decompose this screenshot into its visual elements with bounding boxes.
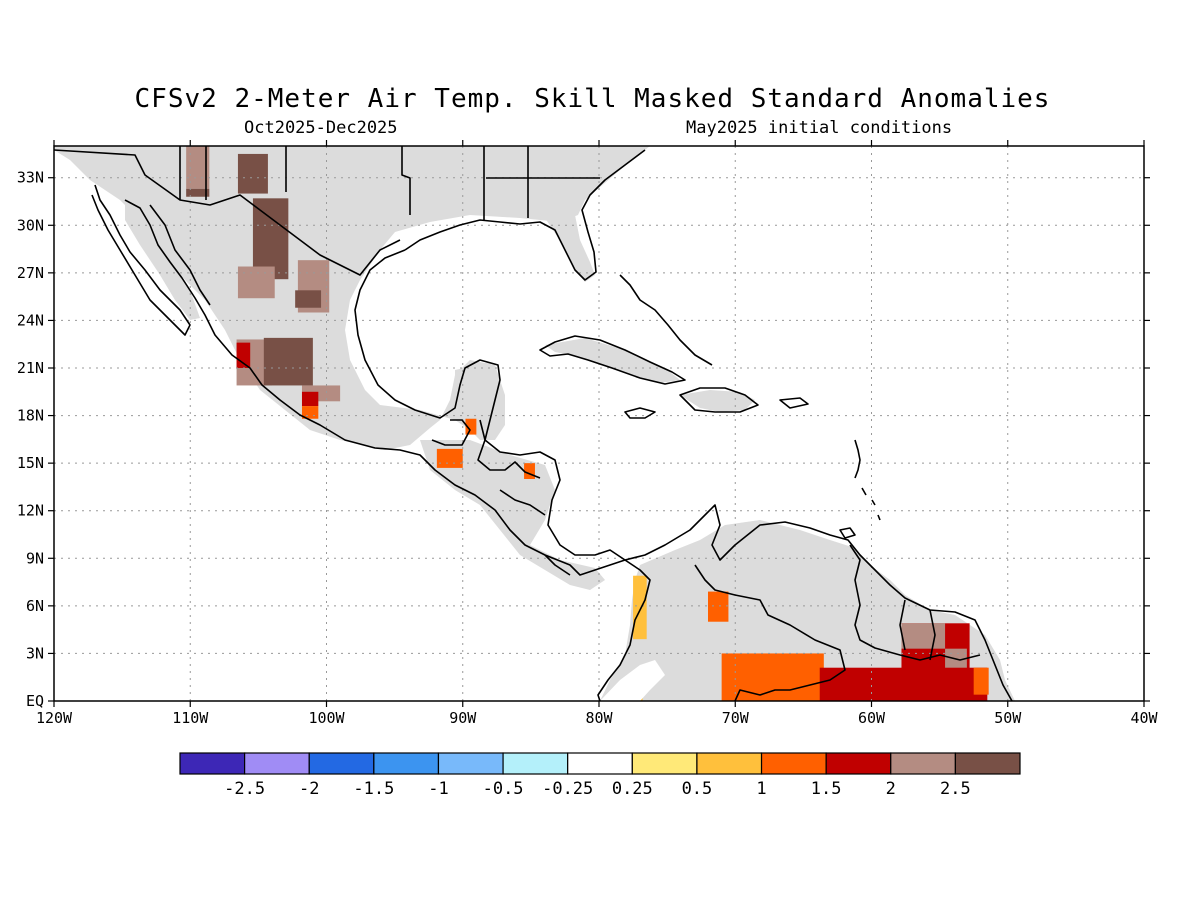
lon-tick-label: 60W (858, 709, 886, 727)
lat-tick-label: 27N (17, 264, 44, 282)
colorbar-label: -0.25 (542, 779, 593, 799)
lon-tick-label: 120W (36, 709, 73, 727)
anomaly-patch (633, 575, 647, 640)
colorbar-label: 1.5 (811, 779, 842, 799)
forecast-period: Oct2025-Dec2025 (244, 118, 398, 138)
colorbar-swatch (890, 752, 956, 775)
anomaly-patch (237, 153, 268, 194)
colorbar-swatch (631, 752, 698, 775)
lon-tick-label: 50W (994, 709, 1022, 727)
colorbar-label: -1 (428, 779, 448, 799)
colorbar-swatch (308, 752, 375, 775)
lat-tick-label: 30N (17, 216, 44, 234)
unshaded-land (600, 660, 665, 701)
lat-tick-label: 15N (17, 454, 44, 472)
colorbar-label: 2 (886, 779, 896, 799)
colorbar-label: 0.25 (612, 779, 653, 799)
lon-tick-label: 40W (1130, 709, 1158, 727)
colorbar-label: -2.5 (224, 779, 265, 799)
colorbar-swatch (825, 752, 892, 775)
lon-tick-label: 70W (722, 709, 750, 727)
colorbar-swatch (696, 752, 763, 775)
land-shading (54, 146, 1015, 701)
colorbar-label: 1 (756, 779, 766, 799)
gridlines (54, 146, 1144, 701)
anomaly-patch (465, 418, 477, 435)
lat-tick-label: 33N (17, 169, 44, 187)
lat-tick-label: 21N (17, 359, 44, 377)
colorbar-swatch (954, 752, 1021, 775)
lat-tick-label: 12N (17, 502, 44, 520)
colorbar-swatch (502, 752, 569, 775)
colorbar-label: -0.5 (483, 779, 524, 799)
axis-layer: 120W 110W 100W 90W 80W 70W 60W 50W 40W EQ 3N 6N 9N 12… (17, 140, 1159, 727)
lat-tick-label: EQ (26, 692, 44, 710)
lat-tick-label: 24N (17, 311, 44, 329)
map-title: CFSv2 2-Meter Air Temp. Skill Masked Sta… (134, 84, 1051, 114)
coastlines (54, 146, 1013, 701)
colorbar-label: 0.5 (682, 779, 713, 799)
lat-tick-label: 18N (17, 407, 44, 425)
anomaly-patch (295, 290, 322, 308)
anomaly-patch (524, 463, 535, 479)
initial-conditions: May2025 initial conditions (686, 118, 953, 138)
anomaly-patch (186, 188, 210, 197)
colorbar-swatch (373, 752, 440, 775)
anomaly-patch (708, 591, 729, 622)
lon-tick-label: 110W (172, 709, 209, 727)
anomaly-patch (237, 266, 275, 299)
colorbar-swatch (760, 752, 827, 775)
colorbar-swatch (179, 752, 246, 775)
anomaly-patch (301, 391, 319, 407)
anomaly-patch (263, 337, 313, 386)
lon-tick-label: 90W (449, 709, 477, 727)
anomaly-patch (252, 198, 289, 280)
lat-tick-label: 9N (26, 549, 44, 567)
anomaly-patch (186, 146, 210, 189)
colorbar-label: -1.5 (353, 779, 394, 799)
lon-tick-label: 100W (308, 709, 345, 727)
anomaly-patch (721, 653, 824, 701)
lat-tick-label: 3N (26, 644, 44, 662)
anomaly-patch (436, 448, 463, 468)
colorbar-label: 2.5 (940, 779, 971, 799)
colorbar-swatch (567, 752, 633, 775)
colorbar-swatch (244, 752, 310, 775)
lat-tick-label: 6N (26, 597, 44, 615)
colorbar: -2.5 -2 -1.5 -1 -0.5 -0.25 0.25 0.5 1 1.5 2 2.5 (179, 752, 1021, 799)
anomaly-patch (973, 667, 989, 695)
lon-tick-label: 80W (585, 709, 613, 727)
colorbar-label: -2 (299, 779, 319, 799)
colorbar-swatch (437, 752, 504, 775)
anomaly-patch (901, 623, 946, 649)
